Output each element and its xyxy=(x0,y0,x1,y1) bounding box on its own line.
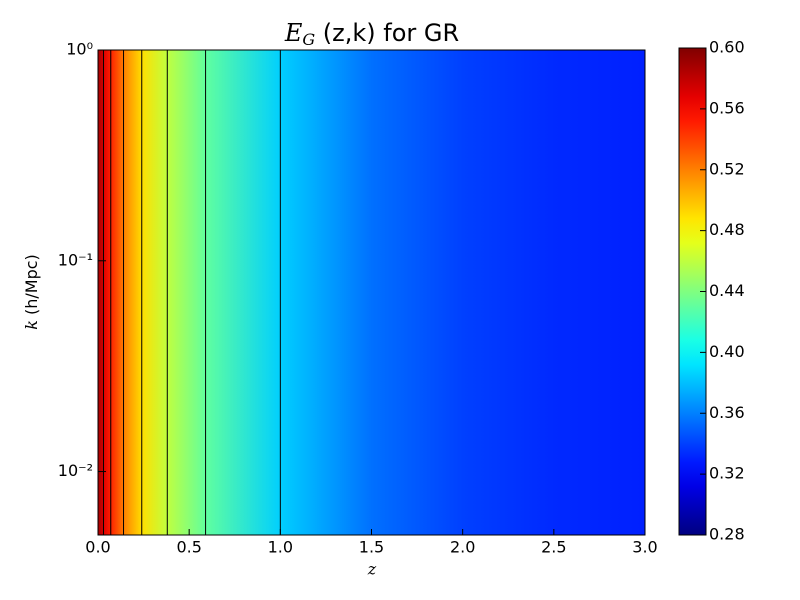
y-tick-label: 10⁰ xyxy=(66,40,93,59)
x-axis-label: z xyxy=(367,560,377,579)
heat-strip xyxy=(110,50,125,535)
y-label-text: (h/Mpc) xyxy=(22,254,41,320)
y-label-symbol: k xyxy=(22,320,41,330)
colorbar-tick-label: 0.28 xyxy=(709,525,745,544)
colorbar-tick-label: 0.32 xyxy=(709,464,745,483)
y-tick-label: 10⁻¹ xyxy=(58,250,93,269)
y-axis-label: k (h/Mpc) xyxy=(22,254,41,330)
x-tick-label: 3.0 xyxy=(632,538,657,557)
colorbar-tick-label: 0.48 xyxy=(709,220,745,239)
heat-strip xyxy=(462,50,555,535)
heat-strip xyxy=(123,50,143,535)
x-tick-label: 2.0 xyxy=(450,538,475,557)
y-tick-label: 10⁻² xyxy=(58,461,93,480)
heat-strip xyxy=(553,50,646,535)
heat-strip xyxy=(103,50,112,535)
colorbar-tick-label: 0.44 xyxy=(709,281,745,300)
x-tick-label: 0.0 xyxy=(85,538,110,557)
heat-strip xyxy=(167,50,207,535)
colorbar-tick-label: 0.36 xyxy=(709,403,745,422)
title-symbol: E xyxy=(284,19,303,47)
colorbar-tick-label: 0.52 xyxy=(709,159,745,178)
chart-title: EG (z,k) for GR xyxy=(284,19,459,49)
x-tick-label: 1.0 xyxy=(268,538,293,557)
heat-strip xyxy=(141,50,168,535)
colorbar-tick-label: 0.40 xyxy=(709,342,745,361)
x-tick-label: 1.5 xyxy=(359,538,384,557)
title-text: (z,k) for GR xyxy=(315,19,459,47)
heat-strip xyxy=(98,50,104,535)
heat-strip xyxy=(371,50,464,535)
colorbar-tick-label: 0.56 xyxy=(709,98,745,117)
title-subscript: G xyxy=(302,30,315,49)
colorbar-tick-label: 0.60 xyxy=(709,38,745,57)
x-tick-label: 2.5 xyxy=(541,538,566,557)
heat-strip xyxy=(280,50,372,535)
heat-strip xyxy=(205,50,281,535)
x-tick-label: 0.5 xyxy=(176,538,201,557)
